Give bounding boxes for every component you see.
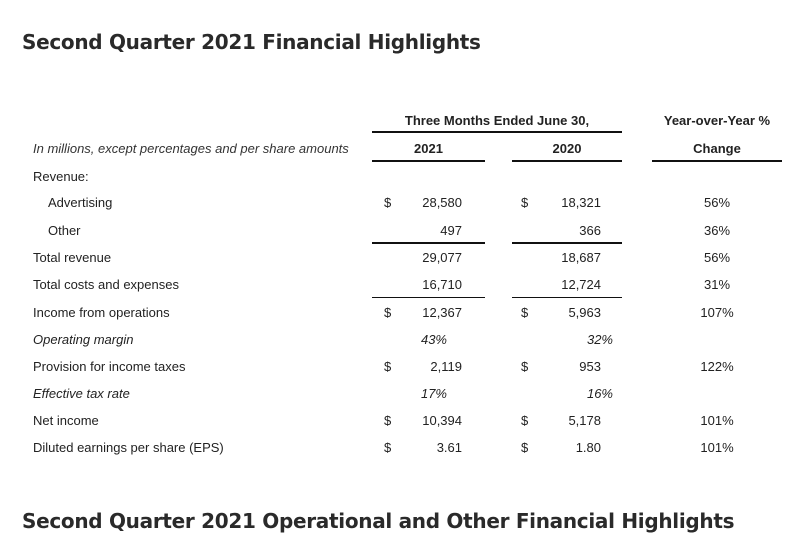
value-2020: 32% (586, 332, 613, 347)
yoy-change: 107% (700, 305, 734, 320)
next-section-title: Second Quarter 2021 Operational and Othe… (22, 509, 735, 533)
currency-2021: $ (384, 195, 392, 210)
header-2021: 2021 (414, 141, 443, 156)
yoy-change: 36% (703, 223, 731, 238)
header-period: Three Months Ended June 30, (404, 113, 590, 128)
value-2021: 12,367 (422, 305, 462, 320)
currency-2021: $ (384, 359, 392, 374)
row-label: Operating margin (33, 332, 134, 347)
value-2021: 43% (420, 332, 447, 347)
divider (372, 131, 622, 133)
currency-2021: $ (384, 440, 392, 455)
row-label: Other (48, 223, 81, 238)
value-2020: 18,321 (561, 195, 601, 210)
value-2021: 28,580 (422, 195, 462, 210)
page-title: Second Quarter 2021 Financial Highlights (22, 30, 481, 54)
divider (512, 297, 622, 298)
value-2020: 12,724 (561, 277, 601, 292)
value-2021: 497 (440, 223, 462, 238)
divider (372, 297, 485, 298)
header-2020: 2020 (552, 141, 582, 156)
value-2021: 10,394 (422, 413, 462, 428)
row-label: Income from operations (33, 305, 170, 320)
divider (512, 160, 622, 162)
value-2020: 1.80 (575, 440, 601, 455)
row-label: Advertising (48, 195, 113, 210)
value-2021: 16,710 (422, 277, 462, 292)
yoy-change: 56% (703, 250, 731, 265)
value-2021: 29,077 (422, 250, 462, 265)
currency-2020: $ (521, 305, 529, 320)
value-2020: 5,178 (568, 413, 601, 428)
row-label: Revenue: (33, 169, 89, 184)
value-2020: 18,687 (561, 250, 601, 265)
row-label: Net income (33, 413, 99, 428)
yoy-change: 31% (703, 277, 731, 292)
row-label: Diluted earnings per share (EPS) (33, 440, 224, 455)
yoy-change: 122% (700, 359, 734, 374)
value-2020: 953 (579, 359, 601, 374)
divider (652, 160, 782, 162)
header-yoy: Year-over-Year % (663, 113, 771, 128)
yoy-change: 101% (700, 413, 734, 428)
row-label: Provision for income taxes (33, 359, 186, 374)
value-2021: 3.61 (436, 440, 462, 455)
row-label: Effective tax rate (33, 386, 130, 401)
value-2021: 17% (420, 386, 447, 401)
value-2020: 366 (579, 223, 601, 238)
currency-2020: $ (521, 195, 529, 210)
row-label: Total costs and expenses (33, 277, 179, 292)
currency-2020: $ (521, 359, 529, 374)
currency-2021: $ (384, 413, 392, 428)
value-2020: 5,963 (568, 305, 601, 320)
yoy-change: 101% (700, 440, 734, 455)
value-2021: 2,119 (430, 359, 462, 374)
value-2020: 16% (586, 386, 613, 401)
currency-2021: $ (384, 305, 392, 320)
yoy-change: 56% (703, 195, 731, 210)
header-change: Change (693, 141, 741, 156)
divider (512, 242, 622, 244)
divider (372, 160, 485, 162)
currency-2020: $ (521, 413, 529, 428)
row-label: Total revenue (33, 250, 112, 265)
currency-2020: $ (521, 440, 529, 455)
units-note: In millions, except percentages and per … (33, 141, 349, 156)
divider (372, 242, 485, 244)
